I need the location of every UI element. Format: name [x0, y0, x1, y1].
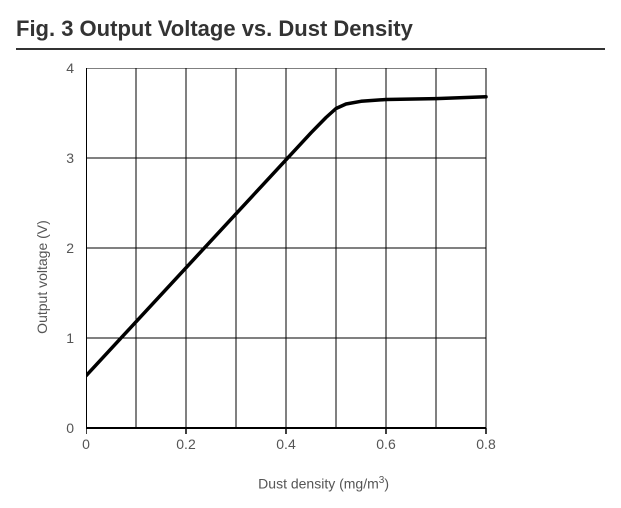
plot-svg — [86, 68, 506, 448]
y-tick-label: 0 — [66, 420, 74, 436]
y-tick-label: 1 — [66, 330, 74, 346]
y-axis-label: Output voltage (V) — [34, 220, 50, 334]
x-axis-label-text: Dust density (mg/m — [258, 476, 379, 492]
y-tick-label: 3 — [66, 150, 74, 166]
x-tick-label: 0.4 — [276, 436, 295, 452]
figure-rule — [16, 48, 605, 50]
figure-container: Fig. 3 Output Voltage vs. Dust Density O… — [16, 16, 605, 492]
x-axis-label-suffix: ) — [384, 476, 389, 492]
y-tick-label: 4 — [66, 60, 74, 76]
x-tick-label: 0 — [82, 436, 90, 452]
x-tick-label: 0.2 — [176, 436, 195, 452]
x-tick-label: 0.8 — [476, 436, 495, 452]
figure-caption: Fig. 3 Output Voltage vs. Dust Density — [16, 16, 605, 44]
chart-area: Output voltage (V) Dust density (mg/m3) … — [16, 62, 605, 492]
x-axis-label: Dust density (mg/m3) — [258, 475, 389, 492]
y-tick-label: 2 — [66, 240, 74, 256]
x-tick-label: 0.6 — [376, 436, 395, 452]
